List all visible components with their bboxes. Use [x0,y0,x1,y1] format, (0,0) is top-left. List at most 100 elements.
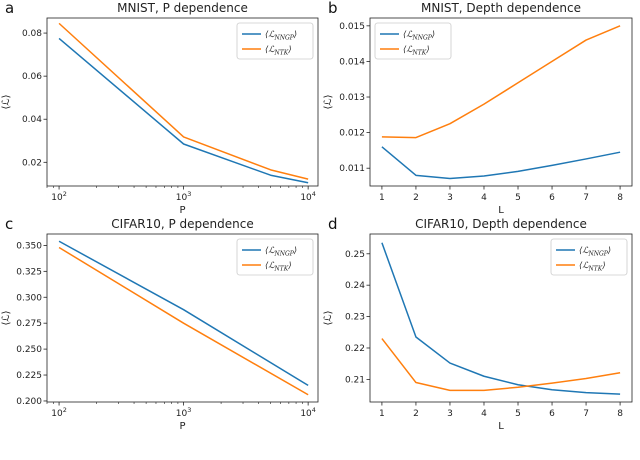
legend-subscript: NNGP [273,35,294,42]
y-axis-label: ⟨ℒ⟩ [1,310,12,325]
x-tick-base: 10 [300,409,312,419]
plot-frame [369,17,633,187]
legend-label-nngp: ⟨ℒNNGP⟩ [403,30,435,42]
x-tick-label: 103 [176,406,192,419]
legend-symbol: ⟨ℒ [265,261,275,271]
x-axis-label: L [498,421,504,432]
legend-subscript: NTK [587,266,602,273]
x-tick-label: 4 [481,409,487,419]
panel-b: b MNIST, Depth dependence 1 2 3 4 5 6 7 8 0.011 0.0… [323,0,633,216]
series-line-ntk [58,22,309,180]
series-line-nngp [381,146,621,180]
legend-symbol: ⟨ℒ [265,45,275,55]
x-tick-base: 10 [176,193,188,203]
x-axis-label: P [179,421,185,432]
x-tick-label: 1 [379,409,385,419]
legend-box [374,22,452,60]
x-tick-base: 10 [51,193,63,203]
legend-label-nngp: ⟨ℒNNGP⟩ [265,30,297,42]
y-tick-label: 0.300 [16,293,42,303]
x-tick-label: 1 [379,193,385,203]
y-tick-label: 0.200 [16,397,42,407]
legend-close: ⟩ [287,45,291,55]
plot-frame [46,17,319,187]
legend-symbol: ⟨ℒ [403,45,413,55]
y-tick-label: 0.015 [339,22,365,32]
x-tick-label: 102 [51,190,67,203]
x-tick-exponent: 3 [187,190,191,198]
legend-label-ntk: ⟨ℒNTK⟩ [403,45,430,57]
legend-subscript: NNGP [273,251,294,258]
x-tick-label: 7 [583,409,589,419]
x-tick-label: 3 [447,409,453,419]
y-tick-label: 0.06 [22,72,42,82]
legend-box [236,22,314,60]
legend-label-ntk: ⟨ℒNTK⟩ [579,261,606,273]
legend-label-ntk: ⟨ℒNTK⟩ [265,261,292,273]
x-tick-label: 5 [515,193,521,203]
legend-close: ⟩ [293,30,297,40]
series-line-ntk [381,25,621,139]
x-tick-label: 6 [549,409,555,419]
y-axis-label: ⟨ℒ⟩ [323,310,334,325]
legend: ⟨ℒNNGP⟩⟨ℒNTK⟩ [374,22,452,60]
x-tick-base: 10 [300,193,312,203]
x-tick-label: 8 [617,193,623,203]
legend: ⟨ℒNNGP⟩⟨ℒNTK⟩ [236,22,314,60]
y-tick-label: 0.08 [22,29,42,39]
legend-symbol: ⟨ℒ [579,261,589,271]
x-tick-label: 4 [481,193,487,203]
panel-d: d CIFAR10, Depth dependence 1 2 3 4 5 6 7 8 0.21 0.… [323,215,633,432]
y-axis-label: ⟨ℒ⟩ [1,94,12,109]
legend-subscript: NTK [273,266,288,273]
panel-title: CIFAR10, P dependence [111,217,253,231]
legend-label-nngp: ⟨ℒNNGP⟩ [579,246,611,258]
legend-subscript: NTK [273,50,288,57]
y-tick-label: 0.275 [16,319,42,329]
plot-frame [369,233,633,403]
y-tick-label: 0.250 [16,345,42,355]
x-tick-label: 2 [413,409,419,419]
x-tick-exponent: 4 [312,406,316,414]
y-tick-label: 0.23 [345,313,365,323]
y-tick-label: 0.04 [22,115,42,125]
legend-box [550,238,628,276]
x-tick-label: 5 [515,409,521,419]
legend-close: ⟩ [607,246,611,256]
legend-subscript: NTK [411,50,426,57]
legend-close: ⟩ [431,30,435,40]
legend-close: ⟩ [293,246,297,256]
legend: ⟨ℒNNGP⟩⟨ℒNTK⟩ [236,238,314,276]
x-tick-label: 3 [447,193,453,203]
x-tick-base: 10 [51,409,63,419]
x-tick-label: 7 [583,193,589,203]
x-tick-exponent: 4 [312,190,316,198]
legend-symbol: ⟨ℒ [265,246,275,256]
x-tick-label: 104 [300,406,316,419]
panel-title: CIFAR10, Depth dependence [415,217,587,231]
panel-letter: b [328,0,338,17]
series-line-ntk [58,246,309,396]
x-tick-label: 6 [549,193,555,203]
panel-letter: c [5,215,13,233]
x-tick-label: 102 [51,406,67,419]
y-tick-label: 0.21 [345,375,365,385]
legend: ⟨ℒNNGP⟩⟨ℒNTK⟩ [550,238,628,276]
legend-box [236,238,314,276]
panel-title: MNIST, P dependence [117,1,248,15]
legend-subscript: NNGP [587,251,608,258]
x-tick-label: 8 [617,409,623,419]
legend-symbol: ⟨ℒ [403,30,413,40]
x-tick-label: 103 [176,190,192,203]
y-tick-label: 0.325 [16,267,42,277]
y-tick-label: 0.25 [345,250,365,260]
y-tick-label: 0.02 [22,158,42,168]
series-line-nngp [58,37,309,184]
y-tick-label: 0.011 [339,164,365,174]
y-axis-label: ⟨ℒ⟩ [323,94,334,109]
x-tick-exponent: 2 [63,406,67,414]
y-tick-label: 0.012 [339,129,365,139]
legend-symbol: ⟨ℒ [579,246,589,256]
